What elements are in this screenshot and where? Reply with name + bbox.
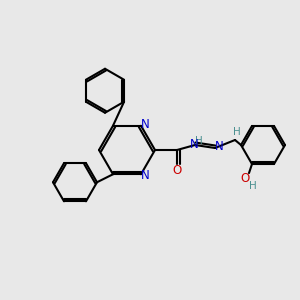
Text: H: H [249,181,257,191]
Text: N: N [141,118,149,131]
Text: N: N [141,169,149,182]
Text: H: H [233,127,241,137]
Text: N: N [214,140,224,154]
Text: H: H [195,136,203,146]
Text: O: O [172,164,182,176]
Text: O: O [240,172,250,184]
Text: N: N [190,139,198,152]
